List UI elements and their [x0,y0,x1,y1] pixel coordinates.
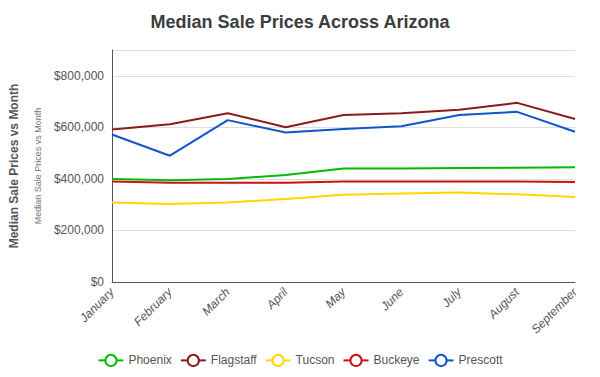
svg-text:January: January [76,284,117,325]
svg-text:$800,000: $800,000 [54,69,104,83]
svg-text:Flagstaff: Flagstaff [211,353,257,367]
svg-text:August: August [485,285,522,322]
svg-text:September: September [529,284,581,336]
svg-text:Median Sale Prices vs Month: Median Sale Prices vs Month [33,108,43,225]
svg-text:Median Sale Prices Across Ariz: Median Sale Prices Across Arizona [151,12,451,32]
svg-text:July: July [439,284,465,310]
svg-text:$400,000: $400,000 [54,172,104,186]
svg-text:April: April [263,285,291,313]
svg-text:June: June [377,285,406,314]
svg-text:March: March [199,285,233,319]
svg-text:$0: $0 [91,275,105,289]
svg-text:Phoenix: Phoenix [128,353,171,367]
svg-text:Tucson: Tucson [296,353,335,367]
svg-text:$600,000: $600,000 [54,120,104,134]
svg-text:May: May [323,284,350,311]
svg-text:February: February [131,284,176,329]
svg-text:Median Sale Prices vs Month: Median Sale Prices vs Month [7,84,21,249]
svg-text:$200,000: $200,000 [54,223,104,237]
svg-text:Buckeye: Buckeye [374,353,420,367]
svg-text:Prescott: Prescott [459,353,504,367]
